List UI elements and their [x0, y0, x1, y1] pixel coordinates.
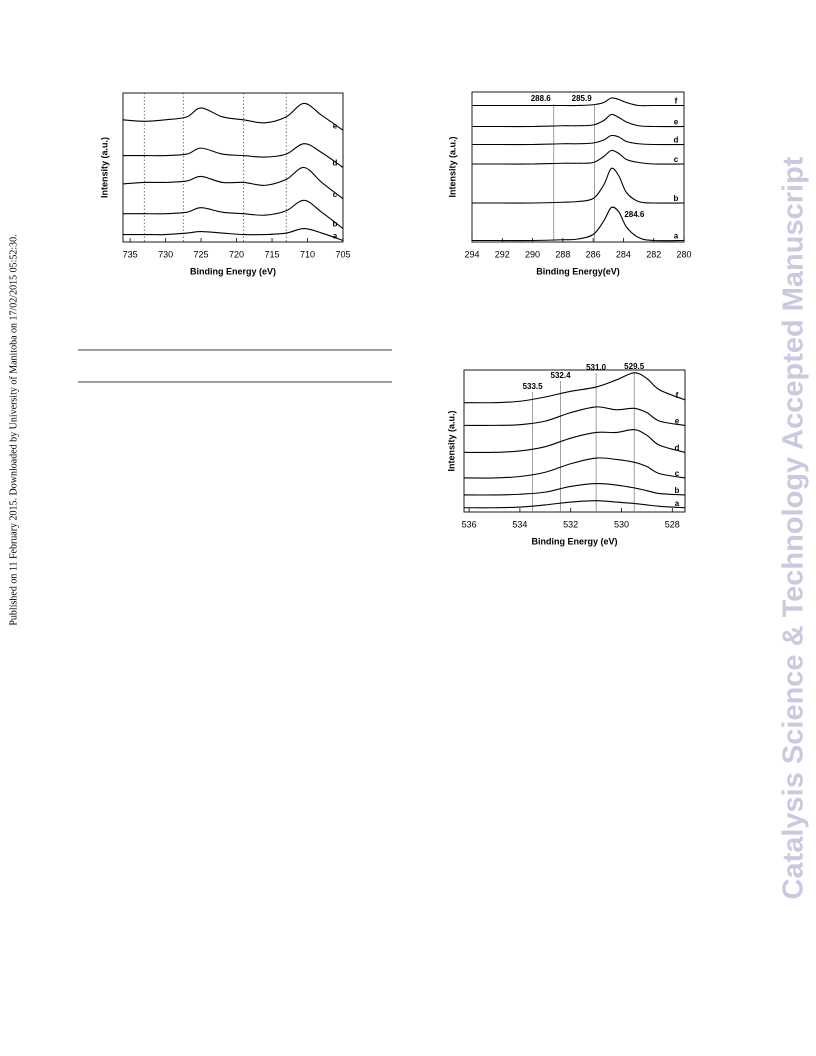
- spectrum: [472, 167, 685, 204]
- x-tick-label: 532: [563, 519, 578, 529]
- series-label: e: [674, 118, 679, 127]
- x-tick-label: 720: [229, 249, 244, 259]
- series-label: d: [675, 443, 680, 452]
- spectrum: [472, 113, 685, 128]
- series-label: e: [333, 121, 338, 130]
- x-tick-label: 284: [616, 249, 631, 259]
- peak-label: 284.6: [624, 210, 645, 219]
- x-axis-label: Binding Energy (eV): [190, 266, 276, 276]
- spectrum: [463, 406, 686, 426]
- x-tick-label: 290: [525, 249, 540, 259]
- series-label: a: [333, 232, 338, 241]
- reference-label: 532.4: [551, 371, 572, 380]
- series-label: a: [674, 232, 679, 241]
- series-label: c: [675, 469, 680, 478]
- spectrum: [123, 199, 344, 230]
- x-tick-label: 280: [676, 249, 691, 259]
- series-label: b: [674, 194, 679, 203]
- series-label: b: [675, 486, 680, 495]
- reference-label: 529.5: [624, 362, 645, 371]
- x-tick-label: 725: [194, 249, 209, 259]
- y-axis-label: Intensity (a.u.): [447, 136, 457, 197]
- reference-label: 288.6: [531, 94, 552, 103]
- watermark: Catalysis Science & Technology Accepted …: [778, 156, 810, 899]
- series-label: c: [333, 190, 338, 199]
- spectrum: [471, 97, 684, 107]
- series-label: d: [674, 136, 679, 145]
- series-label: d: [333, 159, 338, 168]
- x-tick-label: 282: [646, 249, 661, 259]
- spectrum: [122, 228, 344, 242]
- plot-frame: [463, 369, 686, 513]
- spectrum: [472, 149, 685, 165]
- series-label: b: [333, 220, 338, 229]
- spectrum: [122, 166, 344, 200]
- x-tick-label: 292: [495, 249, 510, 259]
- spectrum: [463, 457, 686, 479]
- x-tick-label: 730: [158, 249, 173, 259]
- y-axis-label: Intensity (a.u.): [99, 137, 109, 198]
- y-axis-label: Intensity (a.u.): [446, 410, 456, 471]
- series-label: c: [674, 155, 679, 164]
- x-tick-label: 530: [614, 519, 629, 529]
- x-tick-label: 710: [300, 249, 315, 259]
- plot-frame: [471, 91, 685, 243]
- spectrum: [463, 500, 686, 509]
- x-tick-label: 536: [462, 519, 477, 529]
- series-label: f: [676, 391, 679, 400]
- x-tick-label: 288: [555, 249, 570, 259]
- reference-label: 285.9: [572, 94, 593, 103]
- spectrum: [463, 372, 686, 404]
- x-tick-label: 286: [586, 249, 601, 259]
- series-label: a: [675, 499, 680, 508]
- series-label: f: [675, 97, 678, 106]
- reference-label: 533.5: [523, 382, 544, 391]
- spectrum: [122, 102, 344, 131]
- x-tick-label: 534: [512, 519, 527, 529]
- x-tick-label: 528: [665, 519, 680, 529]
- spectrum: [463, 429, 686, 454]
- spectrum: [472, 134, 685, 146]
- x-tick-label: 715: [265, 249, 280, 259]
- x-tick-label: 735: [123, 249, 138, 259]
- plot-frame: [122, 92, 344, 243]
- x-tick-label: 294: [464, 249, 479, 259]
- reference-label: 531.0: [586, 363, 607, 372]
- x-axis-label: Binding Energy(eV): [536, 266, 620, 276]
- margin-note: Published on 11 February 2015. Downloade…: [8, 234, 19, 625]
- x-tick-label: 705: [335, 249, 350, 259]
- spectrum: [472, 206, 685, 242]
- series-label: e: [675, 416, 680, 425]
- spectrum: [463, 483, 686, 496]
- spectrum: [122, 143, 344, 168]
- x-axis-label: Binding Energy (eV): [531, 536, 617, 546]
